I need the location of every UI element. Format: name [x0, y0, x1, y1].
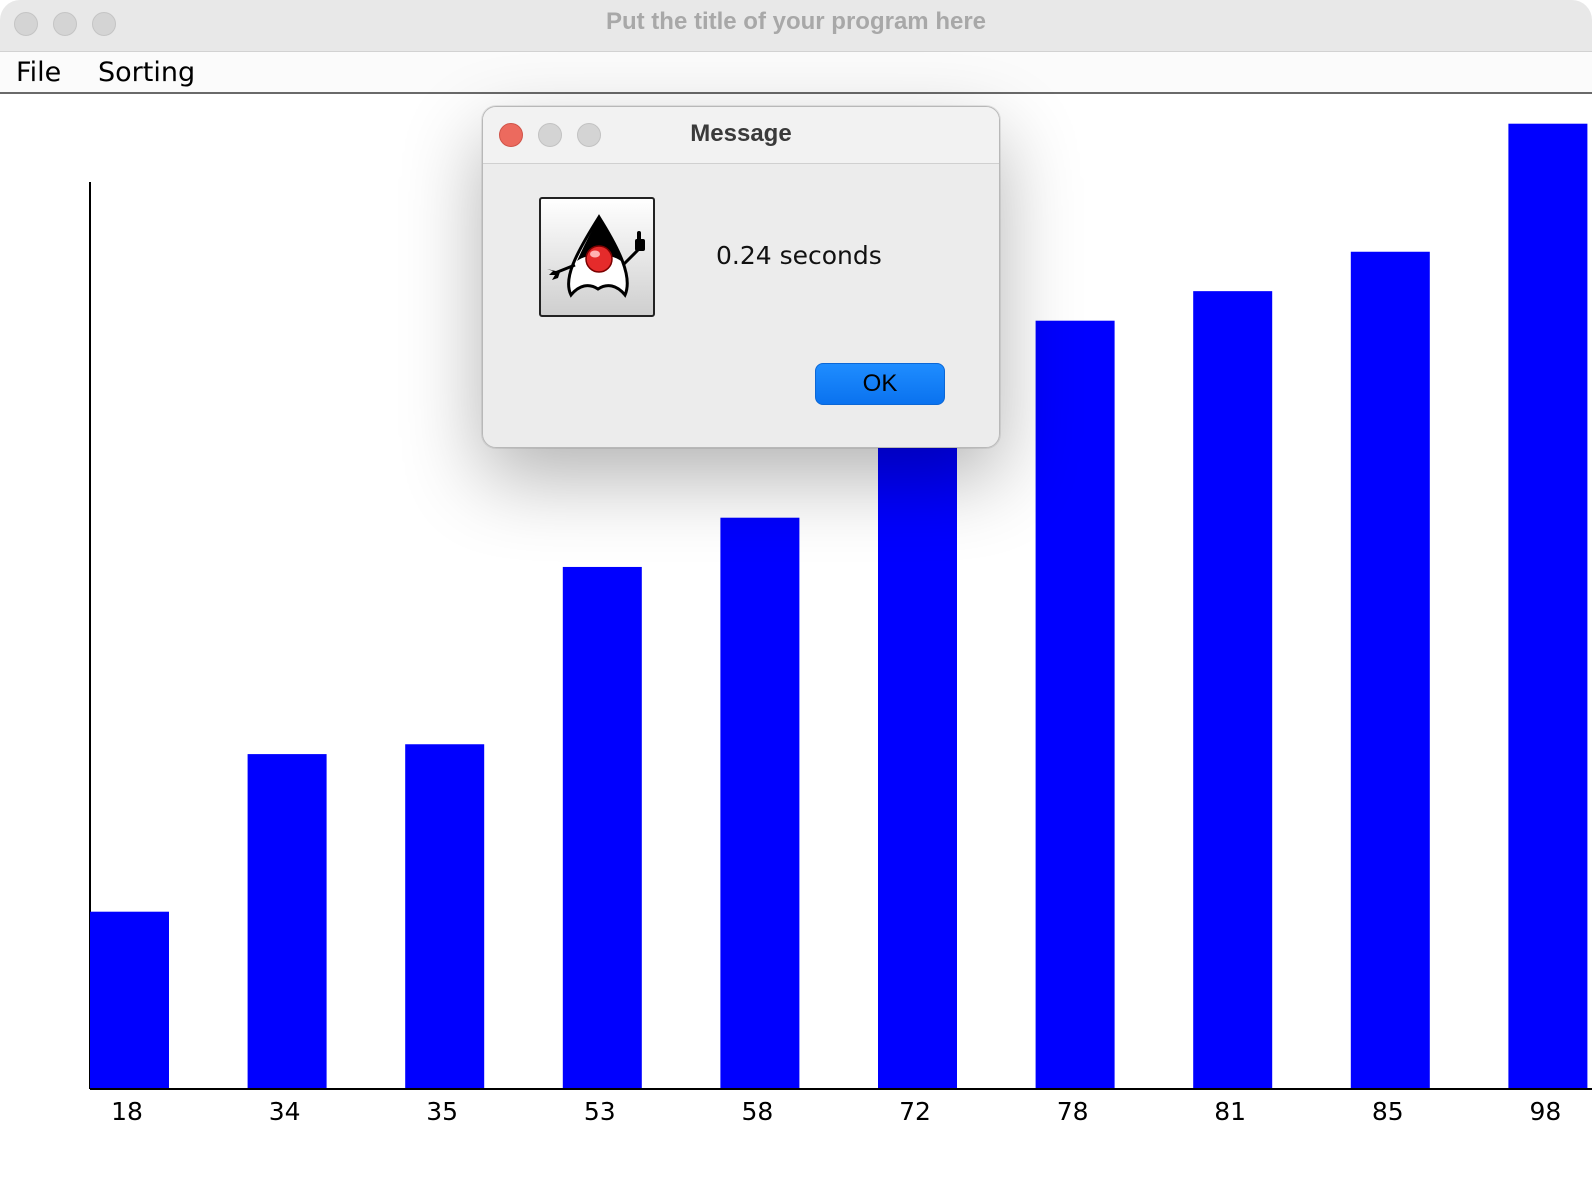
x-tick-label: 53 [584, 1097, 616, 1126]
x-tick-label: 34 [269, 1097, 301, 1126]
menu-bar: File Sorting [0, 52, 1592, 94]
x-tick-label: 98 [1529, 1097, 1561, 1126]
x-tick-label: 35 [426, 1097, 458, 1126]
bar-chart: 18 34 35 53 58 72 78 81 85 98 [89, 123, 1592, 1126]
bar-35 [405, 744, 485, 1089]
bar-98 [1508, 123, 1588, 1089]
window-close-button[interactable] [14, 12, 38, 36]
bar-78 [1035, 320, 1115, 1089]
dialog-title: Message [690, 120, 792, 147]
x-tick-label: 58 [741, 1097, 773, 1126]
bar-53 [562, 566, 642, 1089]
bar-85 [1350, 251, 1430, 1089]
bar-81 [1193, 291, 1273, 1089]
window-zoom-button[interactable] [92, 12, 116, 36]
bar-58 [720, 517, 800, 1089]
window-minimize-button[interactable] [53, 12, 77, 36]
dialog-zoom-button[interactable] [577, 123, 601, 147]
dialog-titlebar[interactable]: Message [483, 107, 999, 164]
dialog-minimize-button[interactable] [538, 123, 562, 147]
message-dialog: Message 0.24 seconds OK [482, 106, 1000, 448]
x-tick-label: 78 [1057, 1097, 1089, 1126]
menu-file[interactable]: File [16, 57, 62, 88]
bar-18 [90, 911, 169, 1089]
x-tick-label: 81 [1214, 1097, 1246, 1126]
bar-72 [878, 379, 957, 1089]
bar-34 [247, 754, 327, 1089]
x-tick-label: 85 [1372, 1097, 1404, 1126]
window-title: Put the title of your program here [605, 8, 987, 35]
x-tick-label: 18 [111, 1097, 143, 1126]
dialog-message: 0.24 seconds [716, 241, 882, 270]
ok-button[interactable]: OK [815, 363, 945, 405]
window-titlebar[interactable]: Put the title of your program here [0, 0, 1592, 52]
menu-sorting[interactable]: Sorting [98, 57, 196, 88]
java-duke-icon [539, 197, 655, 317]
dialog-close-button[interactable] [499, 123, 523, 147]
x-tick-label: 72 [899, 1097, 931, 1126]
